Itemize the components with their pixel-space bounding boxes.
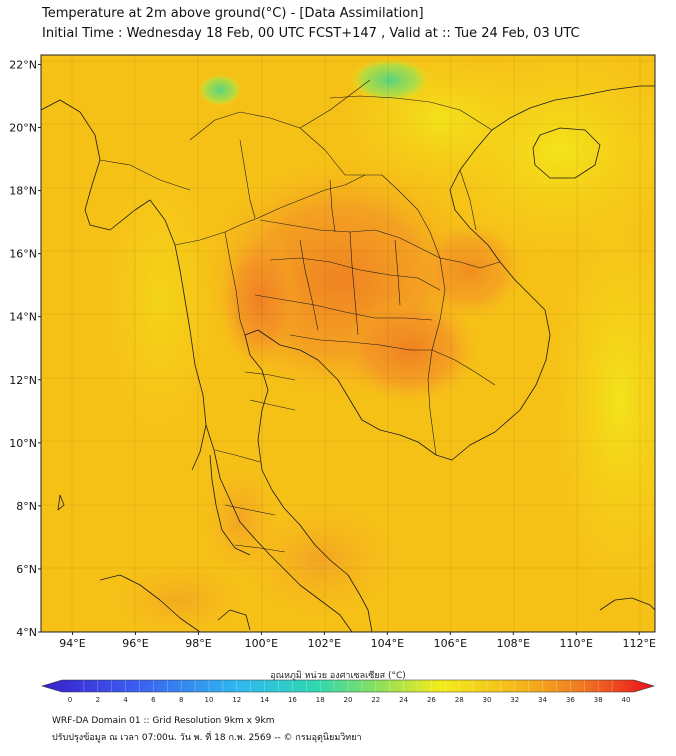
plot-area — [41, 55, 655, 632]
cool-spot — [350, 58, 430, 102]
colorbar-tick-label: 38 — [594, 696, 603, 704]
lat-tick-label: 4°N — [16, 626, 37, 639]
latitude-ticks: 22°N 20°N 18°N 16°N 14°N 12°N 10°N 8°N 6°N 4°N — [9, 58, 41, 639]
lat-tick-label: 20°N — [9, 122, 37, 135]
footer-domain-info: WRF-DA Domain 01 :: Grid Resolution 9km … — [52, 716, 275, 726]
colorbar-tick-label: 40 — [622, 696, 631, 704]
lat-tick-label: 6°N — [16, 563, 37, 576]
colorbar-tick-label: 22 — [371, 696, 380, 704]
colorbar-tick-label: 18 — [316, 696, 325, 704]
colorbar-tick-label: 4 — [123, 696, 128, 704]
lon-tick-label: 100°E — [245, 637, 278, 650]
lon-tick-label: 104°E — [371, 637, 404, 650]
colorbar-tick-label: 24 — [399, 696, 408, 704]
colorbar-bar — [40, 679, 656, 693]
lat-tick-label: 8°N — [16, 500, 37, 513]
lon-tick-label: 112°E — [623, 637, 656, 650]
longitude-ticks: 94°E 96°E 98°E 100°E 102°E 104°E 106°E 108°E 110… — [59, 632, 656, 650]
lat-tick-label: 10°N — [9, 437, 37, 450]
borders — [99, 79, 501, 553]
cool-spot — [198, 74, 242, 106]
colorbar-tick-label: 0 — [68, 696, 72, 704]
footer-update-info: ปรับปรุงข้อมูล ณ เวลา 07:00น. วัน พ. ที่… — [52, 733, 362, 743]
colorbar-tick-label: 20 — [344, 696, 353, 704]
lon-tick-label: 98°E — [185, 637, 211, 650]
lat-tick-label: 14°N — [9, 311, 37, 324]
colorbar-tick-label: 36 — [566, 696, 575, 704]
colorbar-tick-label: 34 — [538, 696, 547, 704]
lat-tick-label: 22°N — [9, 58, 37, 71]
lon-tick-label: 94°E — [59, 637, 85, 650]
map-frame — [40, 54, 656, 633]
colorbar-tick-label: 12 — [232, 696, 241, 704]
colorbar-tick-label: 2 — [96, 696, 100, 704]
lat-tick-label: 18°N — [9, 185, 37, 198]
lat-tick-label: 16°N — [9, 248, 37, 261]
colorbar-tick-label: 6 — [151, 696, 156, 704]
map-title: Temperature at 2m above ground(°C) - [Da… — [42, 6, 424, 21]
colorbar-tick-label: 32 — [510, 696, 519, 704]
lon-tick-label: 108°E — [497, 637, 530, 650]
lon-tick-label: 102°E — [308, 637, 341, 650]
colorbar-ticks: 0 2 4 6 8 10 12 14 16 18 20 22 24 26 28 30 32 34 36 38 40 — [68, 680, 631, 704]
colorbar-label: อุณหภูมิ หน่วย องศาเซลเซียส (°C) — [270, 671, 406, 681]
lon-tick-label: 110°E — [560, 637, 593, 650]
colorbar-tick-label: 28 — [455, 696, 464, 704]
lat-tick-label: 12°N — [9, 374, 37, 387]
colorbar-tick-label: 10 — [205, 696, 214, 704]
lon-tick-label: 106°E — [434, 637, 467, 650]
lon-tick-label: 96°E — [122, 637, 148, 650]
map-subtitle-times: Initial Time : Wednesday 18 Feb, 00 UTC … — [42, 26, 580, 41]
graticule — [41, 55, 655, 632]
colorbar-tick-label: 8 — [179, 696, 183, 704]
colorbar-tick-label: 14 — [260, 696, 269, 704]
colorbar-tick-label: 16 — [288, 696, 297, 704]
colorbar-tick-label: 30 — [483, 696, 492, 704]
colorbar: 0 2 4 6 8 10 12 14 16 18 20 22 24 26 28 30 32 34 36 38 40 — [40, 679, 656, 704]
colorbar-tick-label: 26 — [427, 696, 436, 704]
